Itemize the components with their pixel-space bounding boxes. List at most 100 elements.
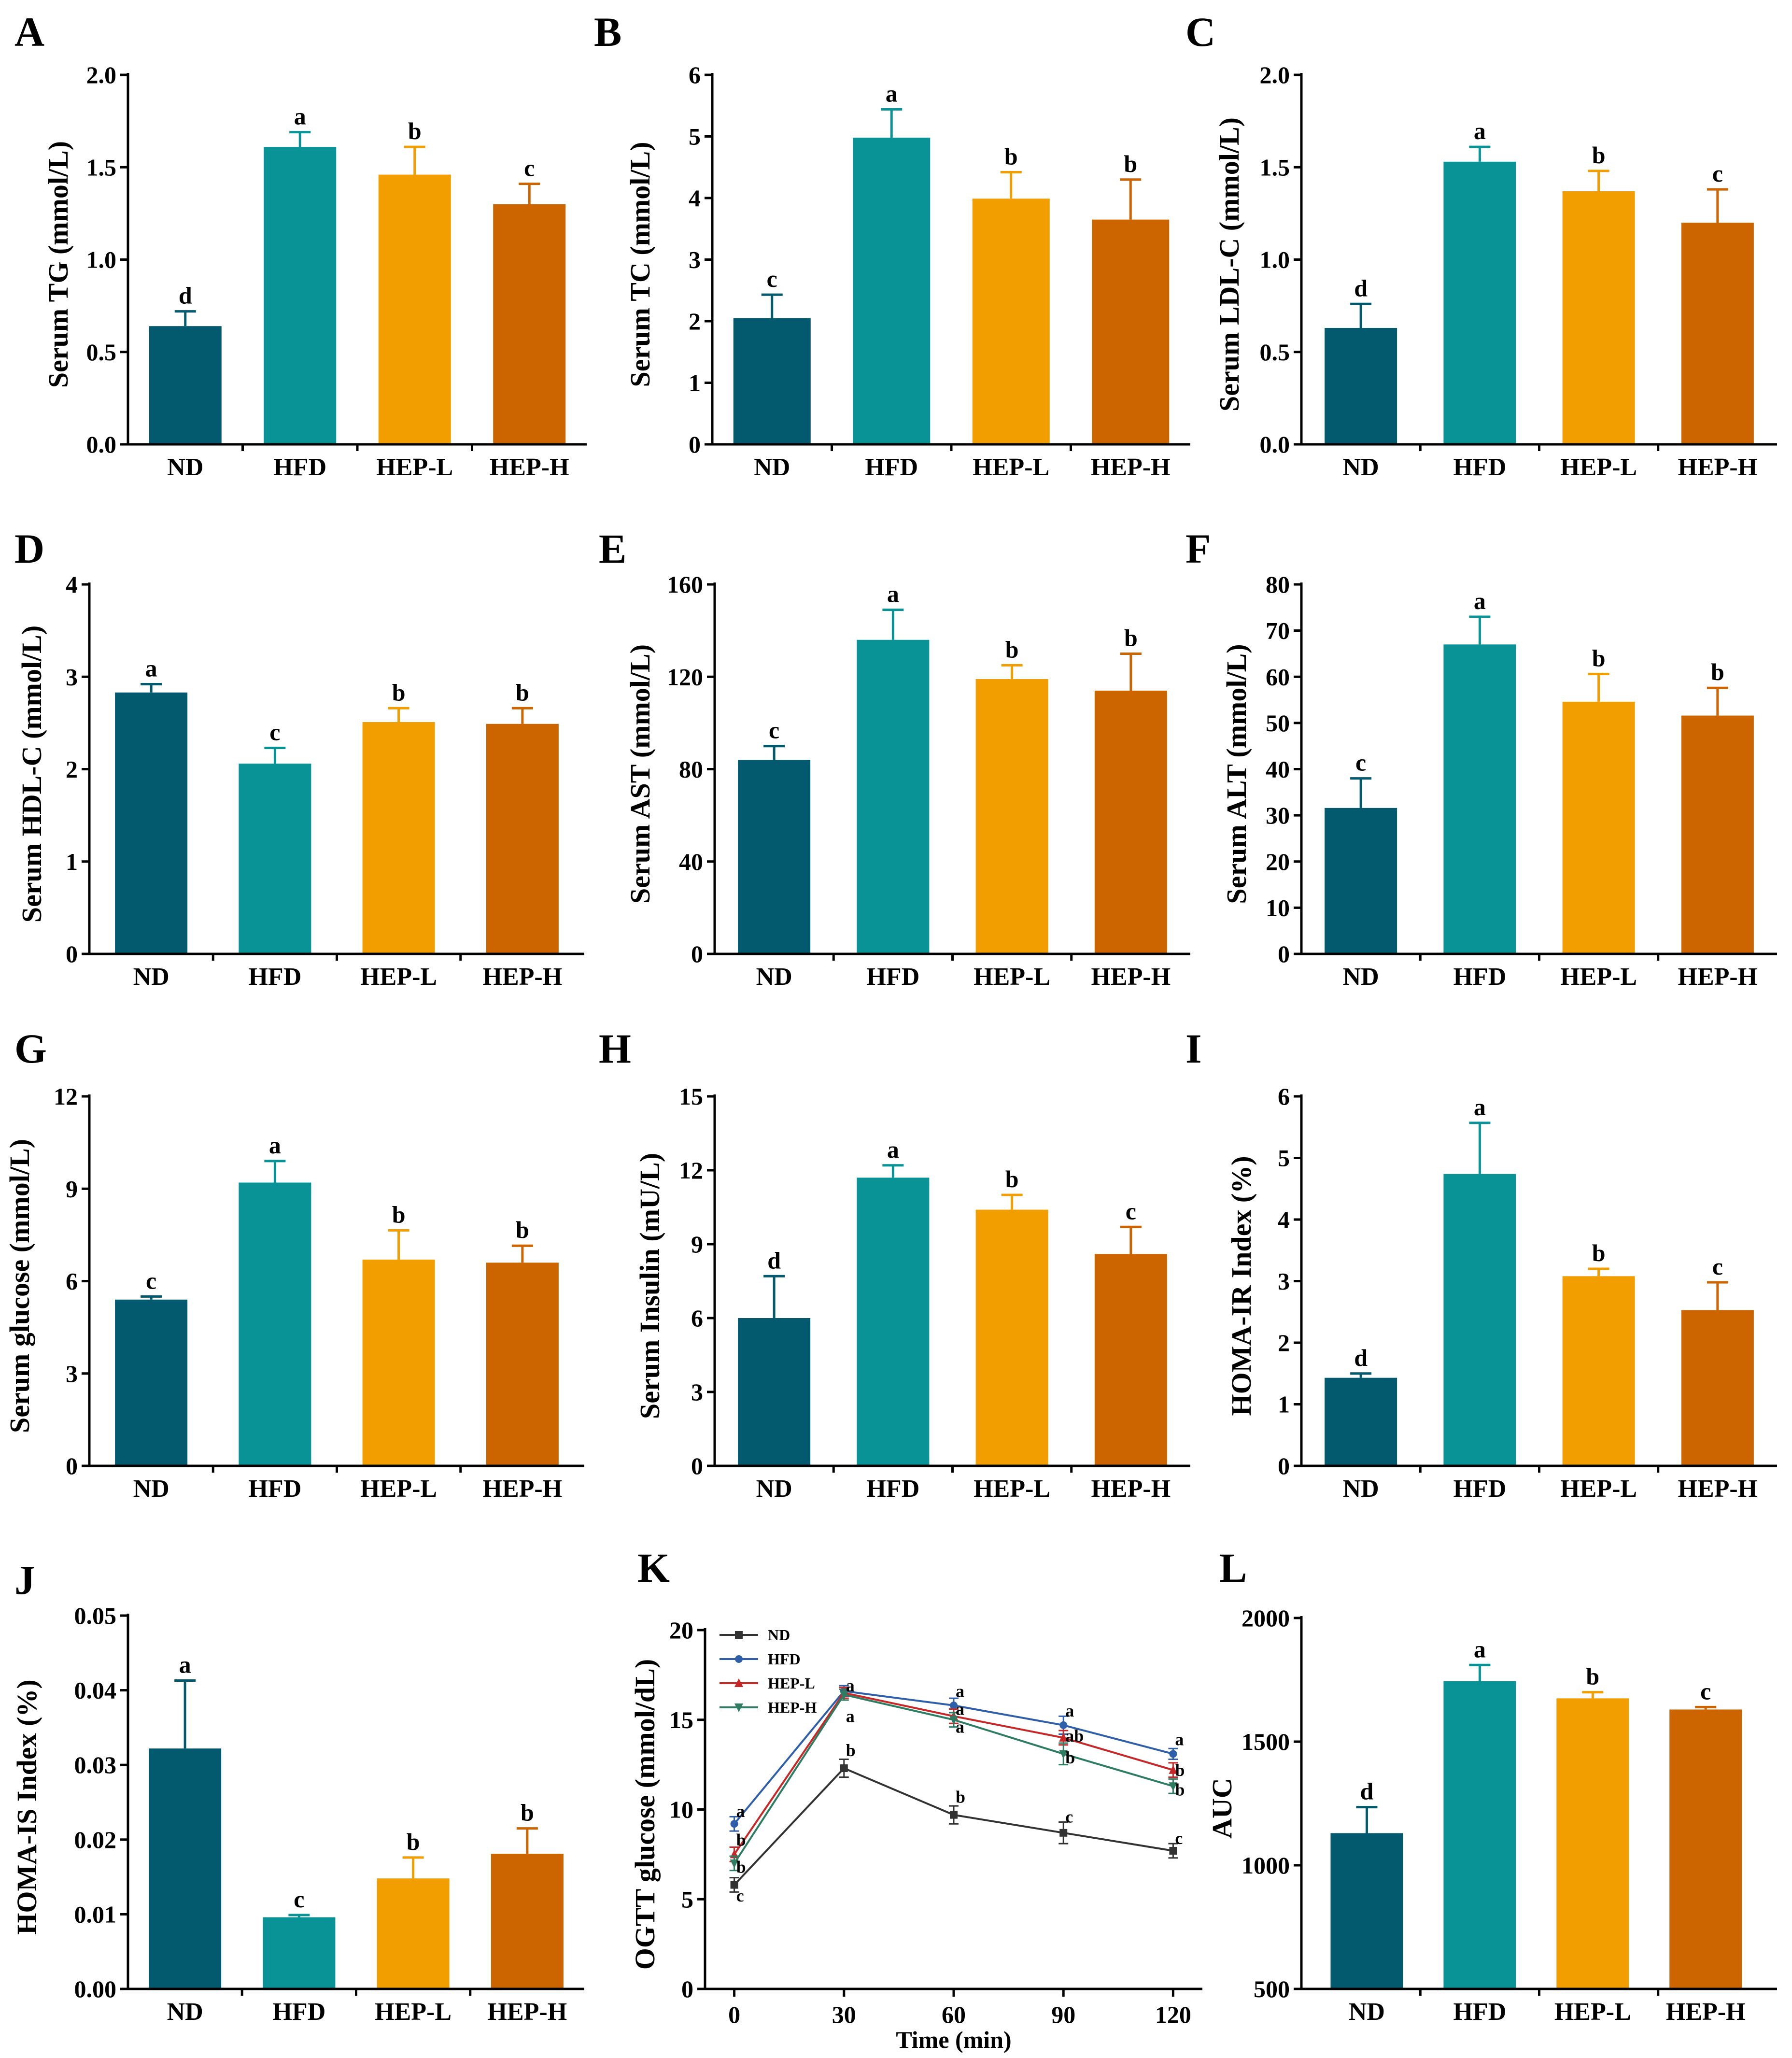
y-tick-label: 0 — [66, 1452, 78, 1479]
legend-label: ND — [768, 1626, 790, 1644]
x-tick-label: 90 — [1051, 2001, 1075, 2028]
data-point — [949, 1716, 958, 1725]
category-label: HEP-H — [1678, 963, 1758, 991]
y-tick-label: 30 — [1266, 802, 1290, 829]
significance-label: b — [392, 1201, 406, 1228]
significance-label: a — [1175, 1730, 1184, 1749]
bar-hep-l — [1562, 191, 1635, 445]
significance-label: d — [1360, 1778, 1374, 1805]
significance-label: a — [736, 1802, 745, 1821]
y-tick-label: 0.0 — [86, 431, 117, 458]
y-axis-label: AUC — [1206, 1778, 1238, 1839]
significance-label: c — [769, 717, 779, 744]
y-axis-label: Serum Insulin (mU/L) — [634, 1153, 665, 1419]
panel-letter: C — [1185, 9, 1215, 55]
data-point — [730, 1820, 738, 1828]
panel-F: F Serum ALT (mmol/L) c ND a HFD b HEP-L b HEP-H 0 1… — [1185, 525, 1777, 991]
significance-label: b — [407, 1828, 420, 1855]
y-tick-label: 4 — [66, 571, 78, 598]
significance-label: b — [521, 1799, 534, 1826]
y-tick-label: 6 — [689, 61, 701, 88]
category-label: ND — [167, 1998, 203, 2026]
bar-hfd — [1443, 161, 1516, 444]
y-tick-label: 80 — [1266, 571, 1290, 598]
category-label: ND — [756, 963, 792, 991]
y-tick-label: 15 — [669, 1706, 693, 1733]
bar-nd — [1325, 1377, 1397, 1466]
category-label: HFD — [248, 1475, 301, 1503]
y-tick-label: 3 — [691, 1378, 703, 1405]
category-label: ND — [754, 454, 790, 481]
y-tick-label: 0 — [681, 1975, 693, 2002]
bar-hep-l — [972, 199, 1050, 444]
category-label: ND — [1349, 1998, 1385, 2026]
significance-label: c — [1355, 749, 1366, 776]
category-label: ND — [133, 1475, 169, 1503]
bar-nd — [1330, 1833, 1403, 1989]
category-label: HFD — [865, 454, 918, 481]
bar-hep-l — [378, 174, 451, 444]
category-label: HEP-H — [483, 963, 563, 991]
y-tick-label: 2000 — [1242, 1604, 1290, 1632]
panel-letter: I — [1185, 1025, 1201, 1072]
category-label: HEP-H — [1678, 1475, 1758, 1503]
y-tick-label: 6 — [1278, 1083, 1290, 1110]
y-tick-label: 1.0 — [1260, 246, 1290, 273]
bar-hep-l — [377, 1878, 450, 1989]
significance-label: c — [294, 1886, 304, 1913]
panel-letter: F — [1185, 525, 1211, 572]
y-tick-label: 0.05 — [74, 1602, 117, 1629]
category-label: HFD — [866, 963, 919, 991]
category-label: HFD — [273, 454, 326, 481]
y-axis-label: OGTT glucose (mmol/dL) — [629, 1659, 661, 1970]
significance-label: a — [1065, 1701, 1074, 1720]
significance-label: b — [1124, 624, 1138, 651]
bar-hep-l — [1556, 1698, 1629, 1989]
data-point — [839, 1690, 848, 1700]
significance-label: c — [1065, 1807, 1073, 1826]
category-label: HEP-L — [1560, 1475, 1637, 1503]
category-label: ND — [1343, 454, 1379, 481]
data-point — [1059, 1732, 1068, 1742]
bar-hep-h — [1092, 219, 1170, 444]
y-axis-label: Serum AST (mmol/L) — [624, 644, 656, 904]
bar-nd — [115, 1299, 188, 1466]
data-point — [950, 1811, 958, 1819]
significance-label: b — [392, 679, 406, 706]
bar-hep-h — [493, 204, 566, 444]
y-axis-label: Serum TG (mmol/L) — [42, 141, 74, 388]
significance-label: a — [1474, 117, 1486, 144]
y-tick-label: 0.02 — [74, 1826, 117, 1853]
series-line — [734, 1767, 1173, 1886]
y-tick-label: 500 — [1254, 1975, 1290, 2002]
legend-marker — [734, 1703, 743, 1712]
category-label: ND — [1343, 1475, 1379, 1503]
significance-label: b — [1005, 636, 1019, 663]
category-label: HFD — [272, 1998, 325, 2026]
data-point — [1059, 1721, 1068, 1729]
y-tick-label: 0 — [691, 1452, 703, 1479]
significance-label: c — [1700, 1677, 1711, 1704]
category-label: HFD — [866, 1475, 919, 1503]
y-tick-label: 4 — [1278, 1206, 1290, 1233]
significance-label: a — [887, 1136, 899, 1163]
significance-label: b — [408, 117, 422, 144]
bar-nd — [738, 760, 811, 954]
panel-H: H Serum Insulin (mU/L) d ND a HFD b HEP-L c HEP-H… — [599, 1025, 1190, 1503]
y-tick-label: 40 — [1266, 756, 1290, 783]
significance-label: a — [294, 103, 306, 130]
significance-label: c — [736, 1886, 744, 1905]
bar-hfd — [239, 764, 311, 954]
panel-C: C Serum LDL-C (mmol/L) d ND a HFD b HEP-L c HEP-H… — [1185, 9, 1777, 481]
y-tick-label: 12 — [679, 1157, 703, 1184]
y-axis-label: Serum ALT (mmol/L) — [1221, 644, 1252, 904]
legend-marker — [735, 1631, 743, 1639]
panel-letter: H — [599, 1025, 631, 1072]
category-label: HEP-L — [973, 454, 1049, 481]
y-tick-label: 15 — [679, 1083, 703, 1110]
category-label: HEP-H — [1091, 1475, 1171, 1503]
data-point — [1169, 1765, 1178, 1774]
panel-K: K OGTT glucose (mmol/dL) Time (min) 0 5 10 15 2… — [629, 1545, 1202, 2053]
bar-hfd — [263, 1917, 336, 1989]
legend-label: HEP-H — [768, 1699, 817, 1716]
